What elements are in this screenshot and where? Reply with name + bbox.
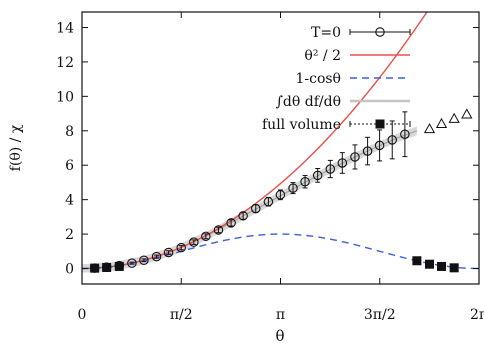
y-tick-label: 6	[65, 158, 74, 174]
y-tick-label: 14	[56, 20, 74, 36]
data-point	[238, 211, 248, 221]
integral-band-layer	[82, 126, 418, 273]
x-tick-label: 3π/2	[364, 307, 396, 323]
data-point	[176, 242, 186, 253]
x-axis-label: θ	[275, 327, 284, 345]
x-tick-label: π/2	[170, 307, 193, 323]
data-point	[251, 203, 261, 214]
legend-marker	[375, 119, 385, 129]
data-point	[449, 263, 459, 273]
curve-layer	[82, 12, 479, 270]
data-point	[90, 263, 100, 273]
data-point	[350, 152, 360, 162]
x-tick-label: π	[276, 307, 285, 323]
data-point	[448, 112, 460, 123]
data-point	[300, 176, 310, 187]
legend: T=0 θ² / 2 1-cosθ ∫dθ df/dθ full volume	[262, 25, 411, 133]
integral-band	[82, 126, 417, 273]
data-point	[127, 258, 137, 268]
data-point	[437, 261, 447, 271]
y-tick-label: 0	[65, 262, 74, 278]
data-point	[201, 231, 211, 242]
y-tick-label: 10	[56, 89, 74, 105]
x-tick-label: 2π	[470, 307, 484, 323]
legend-label: 1-cosθ	[295, 71, 341, 87]
data-point	[102, 262, 112, 272]
y-axis-label: f(θ) / χ	[8, 124, 24, 171]
data-point	[461, 108, 473, 119]
legend-label: ∫dθ df/dθ	[276, 94, 341, 110]
ticks-layer: 0 π/2 π 3π/2 2π 0 2 4 6 8 10 12 14	[56, 12, 484, 323]
legend-marker	[375, 27, 385, 37]
legend-label: T=0	[311, 25, 341, 41]
curve-1	[82, 12, 428, 270]
y-tick-label: 8	[65, 124, 74, 140]
data-point	[374, 140, 385, 151]
data-point	[226, 218, 236, 228]
data-point	[362, 146, 373, 156]
data-point	[163, 247, 174, 258]
data-point	[337, 158, 348, 168]
data-point	[275, 190, 286, 200]
y-tick-label: 2	[65, 227, 74, 243]
data-point	[189, 237, 199, 247]
y-tick-label: 4	[65, 193, 74, 209]
data-point	[263, 196, 274, 207]
data-point	[425, 259, 435, 269]
legend-label: θ² / 2	[304, 48, 341, 64]
y-tick-label: 12	[56, 55, 74, 71]
data-point	[288, 183, 298, 193]
legend-label: full volume	[262, 117, 341, 133]
data-point	[400, 129, 410, 139]
data-point	[114, 261, 124, 271]
data-point	[139, 255, 149, 265]
plot-frame	[81, 11, 480, 285]
data-point	[312, 170, 323, 181]
data-point	[213, 225, 224, 235]
data-point	[151, 251, 162, 262]
data-point	[387, 135, 397, 145]
x-tick-label: 0	[78, 307, 87, 323]
data-point	[435, 117, 448, 128]
data-point	[325, 164, 336, 174]
data-point	[412, 256, 422, 266]
data-point	[423, 123, 436, 134]
points-layer	[89, 108, 473, 273]
